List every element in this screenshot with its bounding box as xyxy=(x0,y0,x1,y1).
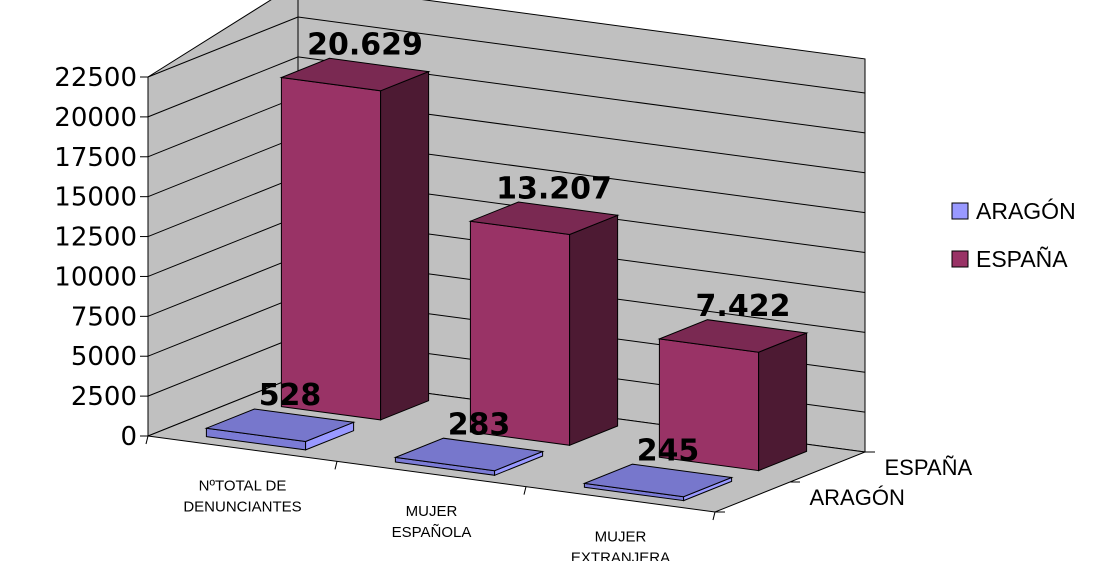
x-axis: NºTOTAL DE DENUNCIANTES MUJER ESPAÑOLA MUJER… xyxy=(145,435,716,561)
y-tick-label: 7500 xyxy=(71,302,137,332)
depth-tick-label: ARAGÓN xyxy=(810,485,905,510)
y-tick-label: 2500 xyxy=(71,382,137,412)
legend-label: ESPAÑA xyxy=(976,246,1068,272)
y-tick-label: 22500 xyxy=(54,63,137,93)
bar xyxy=(468,201,620,447)
gridline xyxy=(147,96,299,158)
bar-top-face xyxy=(657,319,809,353)
gridline xyxy=(147,215,299,277)
data-label: 13.207 xyxy=(496,171,612,206)
depth-axis: ARAGÓN ESPAÑA xyxy=(715,451,973,513)
bar-top-face xyxy=(468,201,620,236)
data-label: 283 xyxy=(448,407,511,442)
data-label: 7.422 xyxy=(696,289,791,324)
x-tick-mark xyxy=(145,435,149,445)
bar-side-face xyxy=(569,214,619,447)
x-tick-mark xyxy=(712,511,716,521)
legend: ARAGÓN ESPAÑA xyxy=(951,198,1076,272)
y-tick-label: 10000 xyxy=(54,262,137,292)
gridline xyxy=(147,136,299,198)
gridline xyxy=(147,56,299,118)
x-tick-label: MUJER EXTRANJERA xyxy=(571,528,670,561)
legend-label: ARAGÓN xyxy=(976,198,1076,224)
bar xyxy=(204,408,356,451)
bar-front-face xyxy=(280,76,382,421)
bar-top-face xyxy=(279,57,431,92)
bar xyxy=(657,319,809,472)
legend-item: ARAGÓN xyxy=(951,198,1076,224)
data-labels: 20.629 13.207 7.422 528 283 245 xyxy=(259,28,791,469)
y-tick-label: 12500 xyxy=(54,223,137,253)
gridline xyxy=(147,176,299,238)
data-label: 20.629 xyxy=(307,28,423,63)
x-tick-label: NºTOTAL DE DENUNCIANTES xyxy=(183,478,301,516)
bar-top-face xyxy=(204,408,356,443)
legend-swatch xyxy=(951,250,969,268)
y-tick-label: 15000 xyxy=(54,183,137,213)
gridline xyxy=(147,255,299,317)
y-tick-label: 0 xyxy=(120,422,137,452)
x-tick-label: MUJER ESPAÑOLA xyxy=(392,503,472,541)
chart-bars xyxy=(204,57,809,502)
legend-swatch xyxy=(951,202,969,220)
data-label: 528 xyxy=(259,378,322,413)
legend-item: ESPAÑA xyxy=(951,246,1068,272)
bar xyxy=(393,437,545,477)
bar-side-face xyxy=(758,332,808,472)
bar-top-face xyxy=(582,463,734,498)
y-tick-label: 17500 xyxy=(54,143,137,173)
bar xyxy=(279,57,431,421)
bar-top-face xyxy=(393,437,545,472)
y-tick-label: 5000 xyxy=(71,342,137,372)
bar xyxy=(582,463,734,502)
depth-tick-label: ESPAÑA xyxy=(885,455,973,480)
gridline xyxy=(147,335,299,397)
y-axis-ticks: 0 2500 5000 7500 10000 12500 15000 17500 20000 22… xyxy=(54,63,149,452)
y-tick-label: 20000 xyxy=(54,103,137,133)
bar-side-face xyxy=(380,70,430,421)
gridline xyxy=(297,16,866,94)
gridline xyxy=(147,16,299,78)
data-label: 245 xyxy=(637,433,700,468)
x-tick-mark xyxy=(334,461,338,470)
gridline xyxy=(147,295,299,357)
x-tick-mark xyxy=(523,486,527,495)
